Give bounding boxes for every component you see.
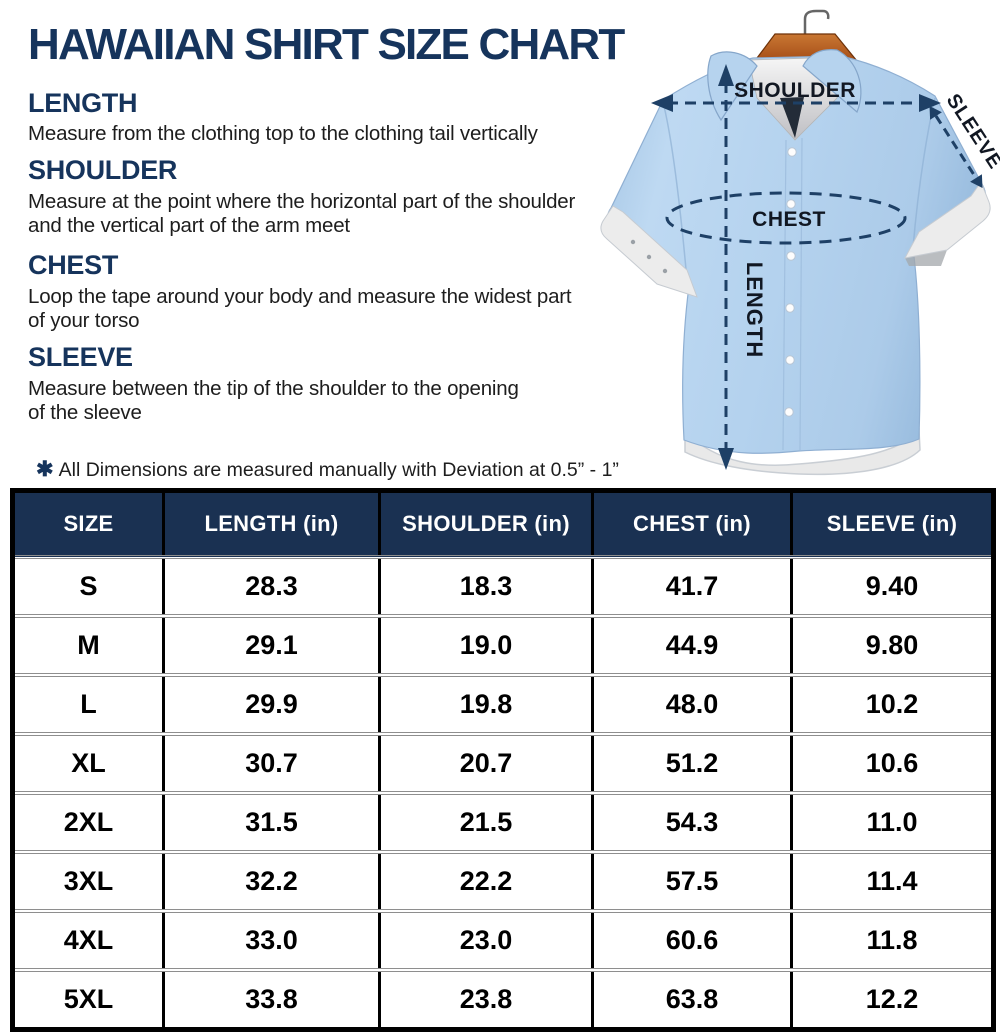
right-cuff (904, 180, 991, 259)
value-cell: 10.2 (790, 673, 994, 734)
cuff-button (662, 268, 668, 274)
value-cell: 41.7 (591, 555, 792, 616)
size-cell: L (12, 673, 164, 734)
value-cell: 28.3 (162, 555, 380, 616)
shirt-figure: SHOULDER LENGTH CHEST SLEEVE (598, 2, 1000, 488)
value-cell: 29.9 (162, 673, 380, 734)
section-body-length: Measure from the clothing top to the clo… (28, 122, 538, 145)
hanger-hook-icon (803, 9, 830, 36)
length-label: LENGTH (742, 262, 767, 358)
table-row: L 29.9 19.8 48.0 10.2 (12, 673, 994, 734)
value-cell: 54.3 (591, 791, 792, 852)
section-body-chest: Loop the tape around your body and measu… (28, 285, 572, 333)
section-heading-shoulder: SHOULDER (28, 155, 178, 185)
value-cell: 21.5 (378, 791, 593, 852)
value-cell: 23.0 (378, 909, 593, 970)
header-row: SIZE LENGTH (in) SHOULDER (in) CHEST (in) SL… (12, 490, 994, 557)
section-heading-length: LENGTH (28, 88, 138, 118)
value-cell: 44.9 (591, 614, 792, 675)
column-header: LENGTH (in) (162, 490, 380, 557)
table-row: 2XL 31.5 21.5 54.3 11.0 (12, 791, 994, 852)
size-cell: XL (12, 732, 164, 793)
value-cell: 33.0 (162, 909, 380, 970)
value-cell: 9.80 (790, 614, 994, 675)
value-cell: 48.0 (591, 673, 792, 734)
size-cell: S (12, 555, 164, 616)
size-cell: M (12, 614, 164, 675)
sleeve-arrow (929, 106, 983, 188)
chest-ellipse (665, 191, 907, 245)
collar-flap-right (802, 49, 862, 113)
shirt-buttons (784, 147, 797, 417)
value-cell: 11.4 (790, 850, 994, 911)
value-cell: 32.2 (162, 850, 380, 911)
table-row: S 28.3 18.3 41.7 9.40 (12, 555, 994, 616)
cuff-button (630, 239, 636, 245)
value-cell: 31.5 (162, 791, 380, 852)
table-row: M 29.1 19.0 44.9 9.80 (12, 614, 994, 675)
value-cell: 20.7 (378, 732, 593, 793)
column-header: SHOULDER (in) (378, 490, 593, 557)
size-cell: 2XL (12, 791, 164, 852)
section-heading-chest: CHEST (28, 250, 119, 280)
value-cell: 18.3 (378, 555, 593, 616)
collar-gap (780, 97, 804, 138)
size-cell: 3XL (12, 850, 164, 911)
section-heading-sleeve: SLEEVE (28, 342, 133, 372)
section-body-shoulder: Measure at the point where the horizonta… (28, 190, 576, 238)
column-header: SIZE (12, 490, 164, 557)
size-table: SIZE LENGTH (in) SHOULDER (in) CHEST (in) SL… (10, 488, 996, 1032)
column-header: CHEST (in) (591, 490, 792, 557)
asterisk-icon: ✱ (36, 457, 54, 481)
shirt-illustration: SHOULDER LENGTH CHEST SLEEVE (600, 9, 1000, 476)
value-cell: 11.8 (790, 909, 994, 970)
value-cell: 22.2 (378, 850, 593, 911)
left-cuff (600, 205, 698, 298)
chest-label: CHEST (752, 208, 826, 231)
value-cell: 19.0 (378, 614, 593, 675)
value-cell: 29.1 (162, 614, 380, 675)
deviation-note-text: All Dimensions are measured manually wit… (58, 458, 619, 481)
column-header: SLEEVE (in) (790, 490, 994, 557)
section-body-sleeve: Measure between the tip of the shoulder … (28, 377, 519, 425)
table-row: 3XL 32.2 22.2 57.5 11.4 (12, 850, 994, 911)
size-table-body: S 28.3 18.3 41.7 9.40 M 29.1 19.0 44.9 9.80 L 29.9 1… (12, 555, 994, 1030)
value-cell: 30.7 (162, 732, 380, 793)
shoulder-label: SHOULDER (734, 79, 856, 102)
size-table-header: SIZE LENGTH (in) SHOULDER (in) CHEST (in) SL… (12, 490, 994, 557)
deviation-note: ✱ All Dimensions are measured manually wi… (36, 457, 619, 482)
shirt-lining-hem (684, 428, 921, 476)
shoulder-arrow (651, 94, 941, 112)
placket-line (799, 137, 803, 451)
value-cell: 57.5 (591, 850, 792, 911)
right-cuff-shadow (905, 250, 947, 266)
placket-line (782, 139, 787, 451)
cuff-button (646, 254, 652, 260)
table-row: 4XL 33.0 23.0 60.6 11.8 (12, 909, 994, 970)
value-cell: 11.0 (790, 791, 994, 852)
page-title: HAWAIIAN SHIRT SIZE CHART (28, 20, 625, 69)
value-cell: 10.6 (790, 732, 994, 793)
value-cell: 9.40 (790, 555, 994, 616)
table-row: XL 30.7 20.7 51.2 10.6 (12, 732, 994, 793)
value-cell: 19.8 (378, 673, 593, 734)
size-cell: 4XL (12, 909, 164, 970)
value-cell: 51.2 (591, 732, 792, 793)
left-sleeve-seam (662, 101, 688, 281)
length-arrow (718, 64, 734, 470)
value-cell: 60.6 (591, 909, 792, 970)
